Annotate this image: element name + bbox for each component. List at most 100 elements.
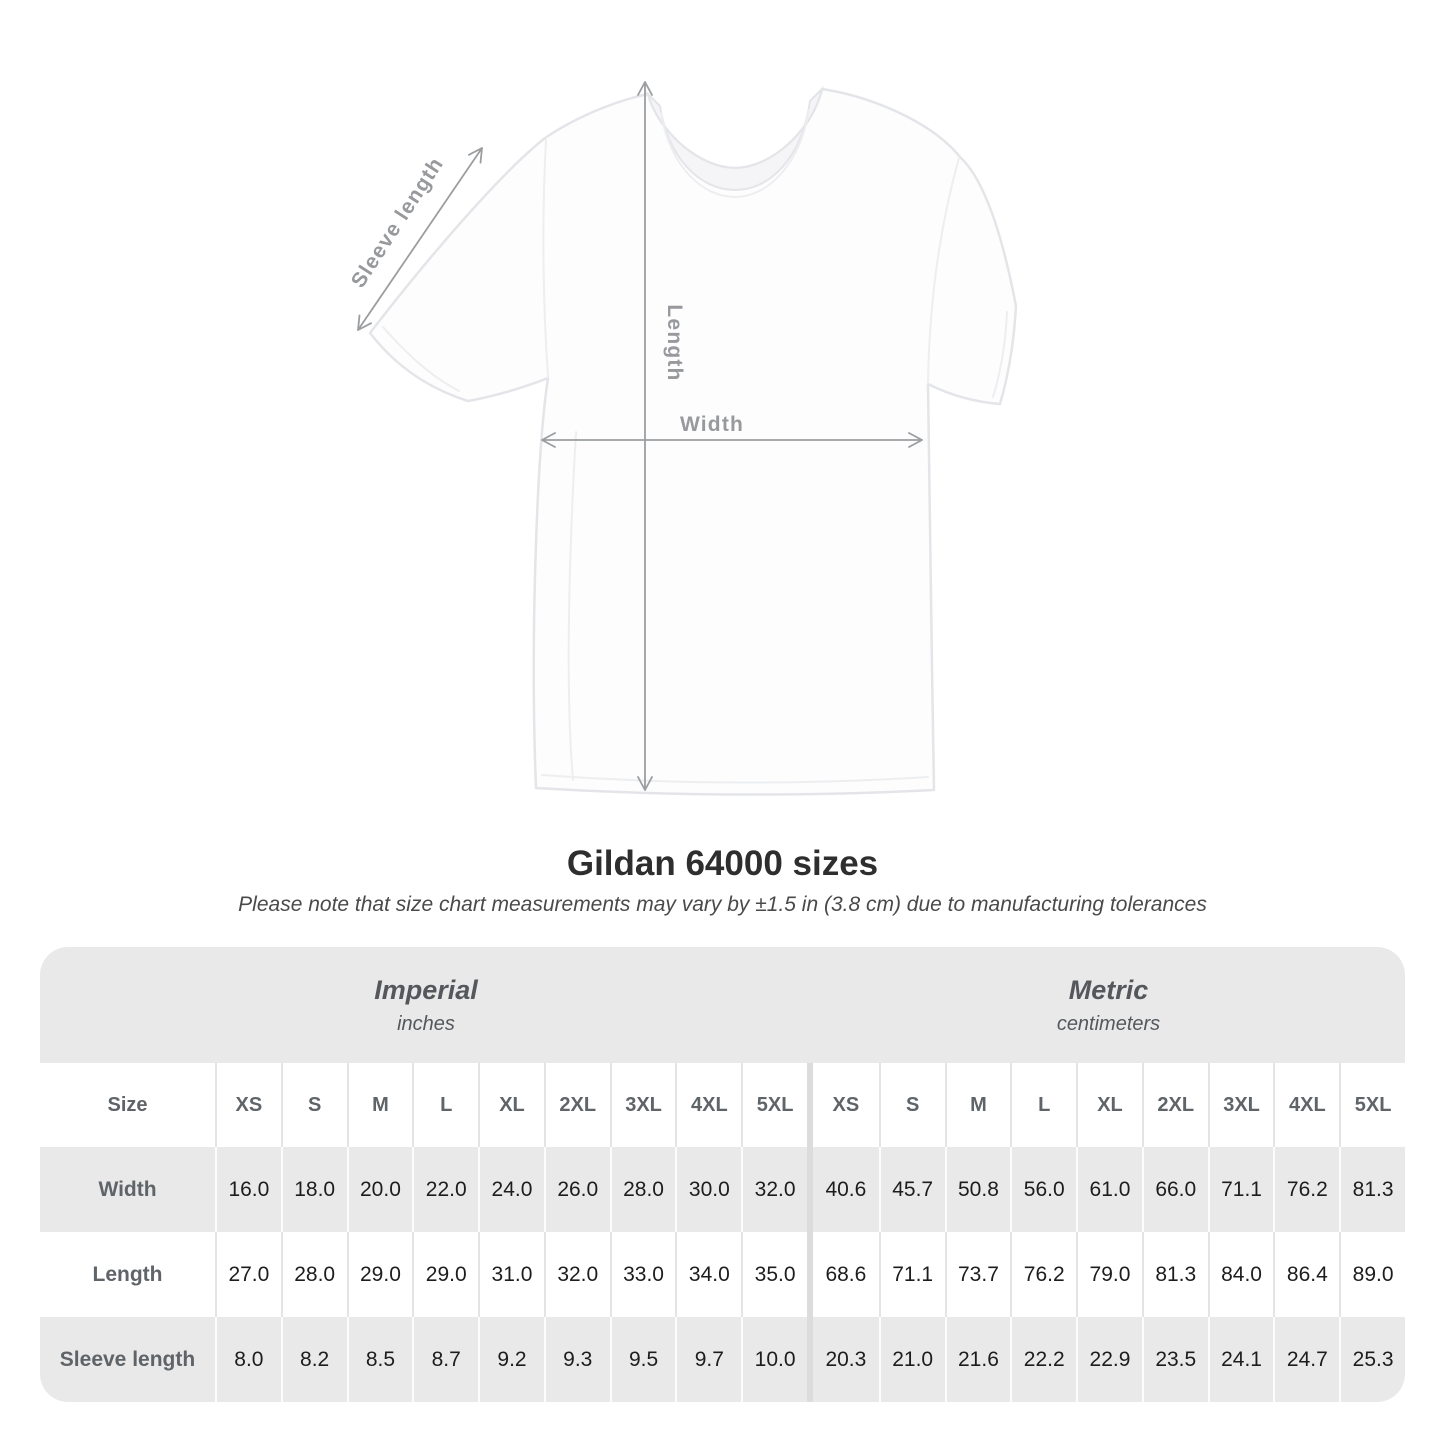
value-cell: 28.0 <box>280 1232 347 1317</box>
section-divider <box>807 1147 813 1232</box>
width-label: Width <box>680 413 744 436</box>
value-cell: 8.7 <box>412 1317 478 1402</box>
measurement-row: Sleeve length 8.0 8.2 8.5 8.7 9.2 9.3 9.5 9.7 10.… <box>40 1317 1405 1402</box>
value-cell: 8.2 <box>280 1317 347 1402</box>
value-cell: 71.1 <box>878 1232 945 1317</box>
value-cell: 76.2 <box>1010 1232 1076 1317</box>
value-cell: 24.7 <box>1273 1317 1339 1402</box>
value-cell: 9.5 <box>609 1317 676 1402</box>
value-cell: 56.0 <box>1010 1147 1076 1232</box>
width-arrow <box>541 432 923 448</box>
size-header-cell: 5XL <box>1339 1063 1405 1147</box>
size-header-cell: XS <box>832 1093 860 1116</box>
imperial-title: Imperial <box>374 974 478 1005</box>
imperial-unit: inches <box>397 1012 455 1035</box>
value-cell: 31.0 <box>478 1232 544 1317</box>
page-title: Gildan 64000 sizes <box>566 844 879 883</box>
value-cell: 8.0 <box>215 1317 281 1402</box>
value-cell: 86.4 <box>1273 1232 1339 1317</box>
value-cell: 21.0 <box>878 1317 945 1402</box>
metric-header: Metric centimeters <box>812 947 1405 1063</box>
size-header-cell: XL <box>1076 1063 1142 1147</box>
size-header-cell: 2XL <box>543 1063 610 1147</box>
length-arrow <box>637 81 653 791</box>
size-header-cell: XL <box>478 1063 544 1147</box>
size-header-row: Size XS S M L XL 2XL 3XL 4XL 5XL XS S M L XL 2XL 3XL 4XL 5… <box>40 1063 1405 1147</box>
width-annotation: Width <box>541 413 923 448</box>
size-table: Imperial inches Metric centimeters Size X… <box>40 947 1405 1402</box>
size-header-cell: XS <box>215 1063 281 1147</box>
value-cell: 21.6 <box>944 1317 1011 1402</box>
sleeve-length-arrow <box>357 147 483 331</box>
value-cell: 9.7 <box>675 1317 741 1402</box>
row-label: Width <box>98 1177 157 1201</box>
value-cell: 30.0 <box>675 1147 741 1232</box>
value-cell: 71.1 <box>1207 1147 1274 1232</box>
value-cell: 81.3 <box>1339 1147 1405 1232</box>
value-cell: 34.0 <box>675 1232 741 1317</box>
size-header-cell: 3XL <box>609 1063 676 1147</box>
tshirt-diagram: Sleeve length Length Width <box>347 81 1018 796</box>
value-cell: 73.7 <box>944 1232 1011 1317</box>
measurement-row: Length 27.0 28.0 29.0 29.0 31.0 32.0 33.0 34.0 35… <box>40 1232 1405 1317</box>
value-cell: 40.6 <box>825 1177 867 1201</box>
value-cell: 9.3 <box>543 1317 610 1402</box>
measurement-row: Width 16.0 18.0 20.0 22.0 24.0 26.0 28.0 30.0 32.… <box>40 1147 1405 1232</box>
value-cell: 66.0 <box>1141 1147 1208 1232</box>
size-header-cell: 3XL <box>1207 1063 1274 1147</box>
value-cell: 76.2 <box>1273 1147 1339 1232</box>
row-label: Size <box>107 1093 148 1116</box>
value-cell: 20.3 <box>825 1347 867 1371</box>
size-header-cell: S <box>280 1063 347 1147</box>
value-cell: 9.2 <box>478 1317 544 1402</box>
value-cell: 28.0 <box>609 1147 676 1232</box>
size-header-cell: L <box>412 1063 478 1147</box>
value-cell: 22.2 <box>1010 1317 1076 1402</box>
size-header-cell: 2XL <box>1141 1063 1208 1147</box>
value-cell: 22.9 <box>1076 1317 1142 1402</box>
value-cell: 35.0 <box>741 1232 807 1317</box>
imperial-header: Imperial inches <box>40 947 812 1063</box>
size-header-cell: 4XL <box>1273 1063 1339 1147</box>
value-cell: 24.0 <box>478 1147 544 1232</box>
size-header-cell: L <box>1010 1063 1076 1147</box>
value-cell: 68.6 <box>825 1262 867 1286</box>
value-cell: 8.5 <box>346 1317 413 1402</box>
value-cell: 20.0 <box>346 1147 413 1232</box>
size-header-cell: M <box>346 1063 413 1147</box>
value-cell: 89.0 <box>1339 1232 1405 1317</box>
value-cell: 45.7 <box>878 1147 945 1232</box>
value-cell: 25.3 <box>1339 1317 1405 1402</box>
metric-title: Metric <box>1068 974 1149 1005</box>
tshirt-detail-lines <box>382 109 1008 784</box>
section-divider <box>807 1317 813 1402</box>
size-table-rows: Size XS S M L XL 2XL 3XL 4XL 5XL XS S M L XL 2XL 3XL 4XL 5… <box>40 1063 1405 1402</box>
size-header-cell: S <box>878 1063 945 1147</box>
unit-header-band: Imperial inches Metric centimeters <box>40 947 1405 1063</box>
row-label: Sleeve length <box>59 1347 196 1371</box>
value-cell: 29.0 <box>412 1232 478 1317</box>
value-cell: 33.0 <box>609 1232 676 1317</box>
section-divider <box>807 1232 813 1317</box>
size-header-cell: 5XL <box>741 1063 807 1147</box>
value-cell: 84.0 <box>1207 1232 1274 1317</box>
value-cell: 81.3 <box>1141 1232 1208 1317</box>
value-cell: 18.0 <box>280 1147 347 1232</box>
size-header-cell: M <box>944 1063 1011 1147</box>
value-cell: 61.0 <box>1076 1147 1142 1232</box>
row-label: Length <box>92 1262 163 1286</box>
value-cell: 24.1 <box>1207 1317 1274 1402</box>
size-header-cell: 4XL <box>675 1063 741 1147</box>
value-cell: 32.0 <box>741 1147 807 1232</box>
section-divider <box>807 1063 813 1147</box>
tshirt-collar <box>645 85 824 192</box>
value-cell: 22.0 <box>412 1147 478 1232</box>
value-cell: 16.0 <box>215 1147 281 1232</box>
value-cell: 27.0 <box>215 1232 281 1317</box>
value-cell: 23.5 <box>1141 1317 1208 1402</box>
tshirt-body <box>368 87 1018 796</box>
metric-unit: centimeters <box>1056 1012 1161 1035</box>
length-label: Length <box>663 304 686 381</box>
length-annotation: Length <box>637 81 686 791</box>
